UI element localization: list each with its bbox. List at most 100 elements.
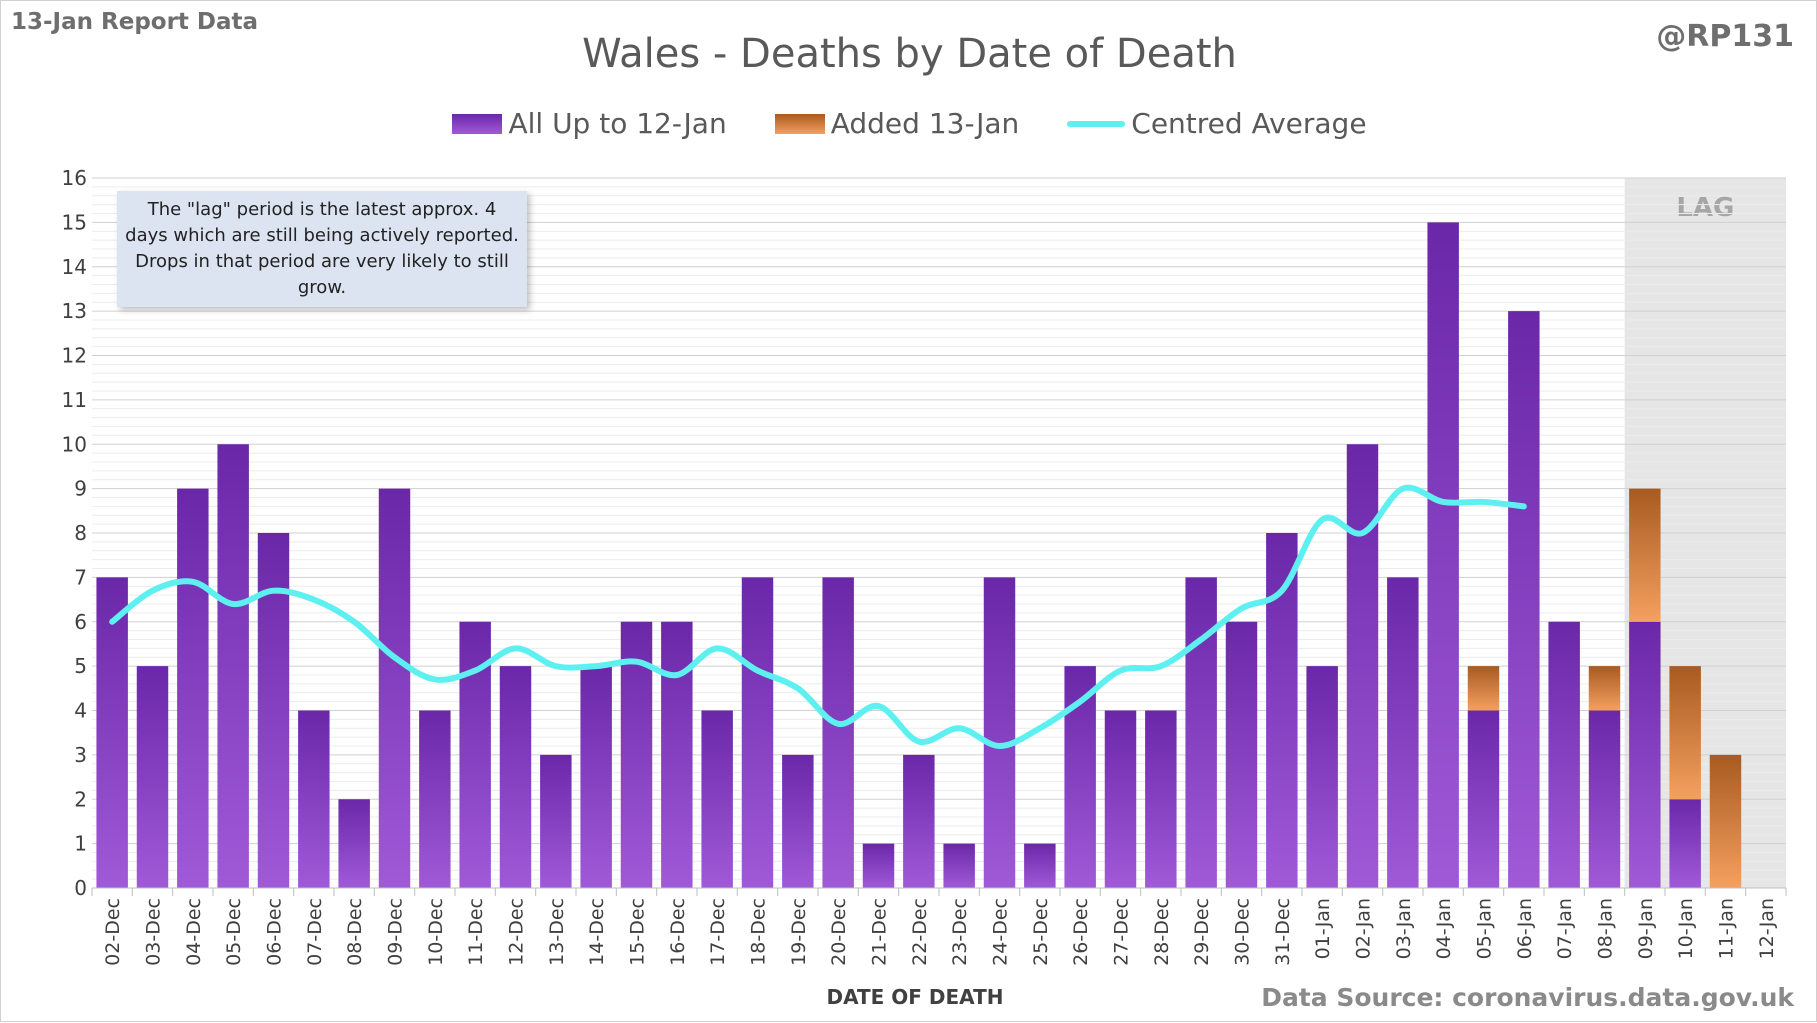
y-tick-label: 4 — [74, 699, 87, 723]
bar-04-Dec-up-to-12-jan — [177, 488, 209, 888]
bar-05-Jan-added-13-jan — [1467, 666, 1500, 711]
x-tick-label-06-Jan: 06-Jan — [1514, 898, 1536, 959]
y-tick-label: 16 — [62, 166, 87, 190]
x-tick-label-25-Dec: 25-Dec — [1030, 898, 1052, 966]
legend-item-average: Centred Average — [1067, 107, 1367, 140]
x-tick-label-02-Dec: 02-Dec — [102, 898, 124, 966]
bar-10-Jan-up-to-12-jan — [1669, 799, 1701, 888]
legend-label-added: Added 13-Jan — [830, 107, 1020, 140]
y-tick-label: 14 — [62, 255, 87, 279]
bar-24-Dec-up-to-12-jan — [983, 577, 1016, 888]
bar-07-Dec-up-to-12-jan — [298, 710, 330, 888]
x-tick-label-04-Dec: 04-Dec — [183, 898, 205, 966]
x-tick-label-17-Dec: 17-Dec — [707, 898, 729, 966]
data-source-label: Data Source: coronavirus.data.gov.uk — [1261, 983, 1794, 1012]
legend-swatch-purple — [452, 113, 503, 134]
bar-27-Dec-up-to-12-jan — [1104, 710, 1137, 888]
bar-10-Jan-added-13-jan — [1669, 666, 1701, 800]
centred-average-line — [109, 484, 1527, 749]
author-handle: @RP131 — [1656, 19, 1794, 54]
bar-05-Jan-up-to-12-jan — [1467, 710, 1500, 888]
legend-swatch-orange — [774, 113, 825, 134]
x-tick-label-26-Dec: 26-Dec — [1070, 898, 1092, 966]
x-tick-label-11-Dec: 11-Dec — [465, 898, 487, 966]
x-tick-label-08-Jan: 08-Jan — [1595, 898, 1617, 959]
y-tick-label: 12 — [62, 344, 87, 368]
bar-01-Jan-up-to-12-jan — [1306, 666, 1338, 888]
y-tick-label: 11 — [62, 388, 87, 412]
x-tick-label-03-Jan: 03-Jan — [1393, 898, 1415, 959]
x-tick-label-22-Dec: 22-Dec — [909, 898, 931, 966]
legend-label-all-up-to: All Up to 12-Jan — [508, 107, 727, 140]
bar-25-Dec-up-to-12-jan — [1024, 843, 1056, 888]
x-tick-label-20-Dec: 20-Dec — [828, 898, 850, 966]
bar-30-Dec-up-to-12-jan — [1225, 621, 1258, 888]
x-tick-label-15-Dec: 15-Dec — [627, 898, 649, 966]
x-tick-label-10-Jan: 10-Jan — [1675, 898, 1697, 959]
y-tick-label: 2 — [74, 787, 87, 811]
bar-13-Dec-up-to-12-jan — [540, 754, 572, 888]
x-axis-title: DATE OF DEATH — [826, 985, 1004, 1009]
bar-22-Dec-up-to-12-jan — [903, 754, 935, 888]
x-tick-label-08-Dec: 08-Dec — [344, 898, 366, 966]
bar-08-Dec-up-to-12-jan — [338, 799, 370, 888]
x-tick-label-09-Dec: 09-Dec — [385, 898, 407, 966]
report-date-label: 13-Jan Report Data — [11, 9, 259, 35]
y-tick-label: 13 — [62, 299, 87, 323]
bar-09-Jan-added-13-jan — [1629, 488, 1661, 622]
y-tick-label: 0 — [74, 876, 87, 900]
x-tick-label-23-Dec: 23-Dec — [949, 898, 971, 966]
bar-23-Dec-up-to-12-jan — [943, 843, 975, 888]
x-tick-label-06-Dec: 06-Dec — [264, 898, 286, 966]
y-tick-label: 15 — [62, 210, 87, 234]
x-tick-label-04-Jan: 04-Jan — [1433, 898, 1455, 959]
bar-06-Jan-up-to-12-jan — [1508, 311, 1540, 888]
y-tick-label: 10 — [62, 432, 87, 456]
legend-swatch-line — [1067, 120, 1126, 127]
x-tick-label-01-Jan: 01-Jan — [1312, 898, 1334, 959]
x-tick-label-19-Dec: 19-Dec — [788, 898, 810, 966]
bar-28-Dec-up-to-12-jan — [1145, 710, 1177, 888]
legend-item-added: Added 13-Jan — [774, 107, 1020, 140]
x-tick-label-02-Jan: 02-Jan — [1353, 898, 1375, 959]
bar-18-Dec-up-to-12-jan — [741, 577, 774, 888]
bar-14-Dec-up-to-12-jan — [580, 666, 612, 888]
bar-16-Dec-up-to-12-jan — [661, 621, 693, 888]
bar-08-Jan-added-13-jan — [1588, 666, 1621, 711]
x-tick-label-27-Dec: 27-Dec — [1111, 898, 1133, 966]
y-tick-label: 9 — [74, 477, 87, 501]
x-tick-label-30-Dec: 30-Dec — [1232, 898, 1254, 966]
x-tick-label-05-Jan: 05-Jan — [1474, 898, 1496, 959]
y-tick-label: 3 — [74, 743, 87, 767]
bar-19-Dec-up-to-12-jan — [782, 754, 814, 888]
x-tick-label-10-Dec: 10-Dec — [425, 898, 447, 966]
chart-legend: All Up to 12-Jan Added 13-Jan Centred Av… — [1, 107, 1817, 140]
x-tick-label-12-Dec: 12-Dec — [506, 898, 528, 966]
x-tick-label-24-Dec: 24-Dec — [990, 898, 1012, 966]
y-tick-label: 5 — [74, 654, 87, 678]
legend-item-all-up-to: All Up to 12-Jan — [452, 107, 727, 140]
x-tick-label-16-Dec: 16-Dec — [667, 898, 689, 966]
y-tick-label: 6 — [74, 610, 87, 634]
x-tick-label-05-Dec: 05-Dec — [223, 898, 245, 966]
x-tick-label-31-Dec: 31-Dec — [1272, 898, 1294, 966]
bar-21-Dec-up-to-12-jan — [862, 843, 895, 888]
x-tick-label-03-Dec: 03-Dec — [143, 898, 165, 966]
x-tick-label-18-Dec: 18-Dec — [748, 898, 770, 966]
bar-10-Dec-up-to-12-jan — [419, 710, 451, 888]
lag-label: LAG — [1676, 193, 1734, 223]
bar-09-Jan-up-to-12-jan — [1629, 621, 1661, 888]
bar-17-Dec-up-to-12-jan — [701, 710, 733, 888]
bar-29-Dec-up-to-12-jan — [1185, 577, 1217, 888]
bar-20-Dec-up-to-12-jan — [822, 577, 854, 888]
x-tick-label-09-Jan: 09-Jan — [1635, 898, 1657, 959]
bar-02-Dec-up-to-12-jan — [96, 577, 128, 888]
bar-04-Jan-up-to-12-jan — [1427, 222, 1459, 888]
bar-08-Jan-up-to-12-jan — [1588, 710, 1621, 888]
bar-06-Dec-up-to-12-jan — [257, 533, 290, 888]
bar-03-Jan-up-to-12-jan — [1387, 577, 1419, 888]
chart-title: Wales - Deaths by Date of Death — [582, 31, 1237, 77]
bar-02-Jan-up-to-12-jan — [1346, 444, 1379, 888]
x-tick-label-14-Dec: 14-Dec — [586, 898, 608, 966]
